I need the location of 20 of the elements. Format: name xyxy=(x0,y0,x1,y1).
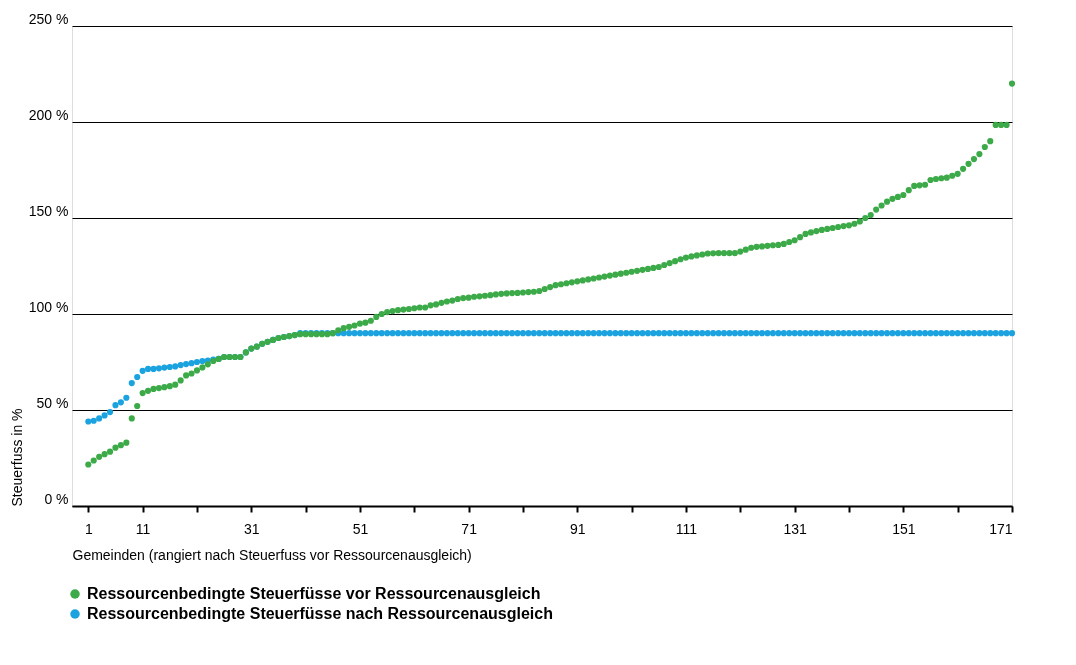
x-axis-title: Gemeinden (rangiert nach Steuerfuss vor Ressourcenausgleich) xyxy=(72,546,472,563)
x-tick-label: 171 xyxy=(989,520,1013,537)
legend-label: Ressourcenbedingte Steuerfüsse nach Ressourcenausgleich xyxy=(87,605,553,622)
legend-label: Ressourcenbedingte Steuerfüsse vor Ressourcenausgleich xyxy=(87,585,541,602)
x-tick-label: 151 xyxy=(892,520,916,537)
y-tick-label: 50 % xyxy=(36,394,69,411)
y-tick-label: 200 % xyxy=(28,106,69,123)
x-tick-label: 31 xyxy=(244,520,260,537)
x-tick-label: 91 xyxy=(570,520,586,537)
y-axis-title: Steuerfuss in % xyxy=(8,408,25,507)
x-tick-label: 1 xyxy=(84,520,93,537)
y-tick-label: 100 % xyxy=(28,298,69,315)
y-tick-label: 150 % xyxy=(28,202,69,219)
x-tick-label: 71 xyxy=(461,520,478,537)
y-tick-label: 0 % xyxy=(44,490,69,507)
x-tick-label: 51 xyxy=(352,520,369,537)
y-tick-label: 250 % xyxy=(28,10,69,27)
x-tick-label: 11 xyxy=(135,520,151,537)
x-tick-label: 111 xyxy=(675,520,698,537)
x-tick-label: 131 xyxy=(783,520,808,537)
